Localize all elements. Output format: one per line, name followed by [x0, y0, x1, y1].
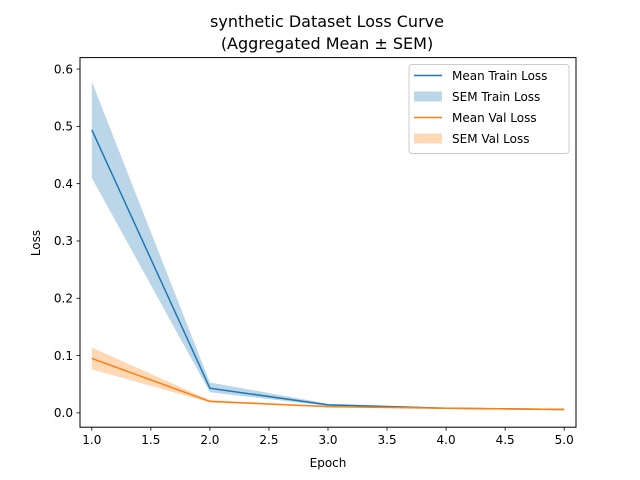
x-axis-label: Epoch	[310, 456, 347, 470]
y-tick-label: 0.6	[54, 62, 73, 76]
y-tick-label: 0.0	[54, 406, 73, 420]
y-tick-label: 0.5	[54, 120, 73, 134]
x-tick-label: 1.5	[141, 433, 160, 447]
chart-subtitle: (Aggregated Mean ± SEM)	[221, 34, 433, 53]
x-tick-label: 5.0	[555, 433, 574, 447]
x-tick-label: 4.0	[437, 433, 456, 447]
legend-label: Mean Train Loss	[452, 69, 547, 83]
y-tick-label: 0.4	[54, 177, 73, 191]
x-axis-ticks: 1.0 1.5 2.0 2.5 3.0 3.5 4.0 4.5 5.0	[82, 427, 574, 447]
y-tick-label: 0.1	[54, 349, 73, 363]
x-tick-label: 2.0	[200, 433, 219, 447]
legend-label: SEM Val Loss	[452, 132, 529, 146]
y-tick-label: 0.3	[54, 234, 73, 248]
y-tick-label: 0.2	[54, 291, 73, 305]
legend-label: SEM Train Loss	[452, 90, 540, 104]
y-axis-label: Loss	[29, 230, 43, 256]
x-tick-label: 3.5	[378, 433, 397, 447]
legend: Mean Train Loss SEM Train Loss Mean Val Lo…	[408, 64, 570, 154]
chart-title: synthetic Dataset Loss Curve	[210, 12, 444, 31]
legend-patch-swatch	[414, 133, 442, 144]
legend-label: Mean Val Loss	[452, 111, 537, 125]
legend-patch-swatch	[414, 91, 442, 102]
x-tick-label: 2.5	[259, 433, 278, 447]
sem-val-loss-band	[91, 347, 565, 411]
x-tick-label: 1.0	[82, 433, 101, 447]
mean-lines	[91, 129, 565, 411]
y-axis-ticks: 0.0 0.1 0.2 0.3 0.4 0.5 0.6	[54, 62, 80, 420]
legend-box	[408, 64, 570, 154]
x-tick-label: 3.0	[318, 433, 337, 447]
mean-val-loss-line	[91, 357, 565, 411]
x-tick-label: 4.5	[496, 433, 515, 447]
